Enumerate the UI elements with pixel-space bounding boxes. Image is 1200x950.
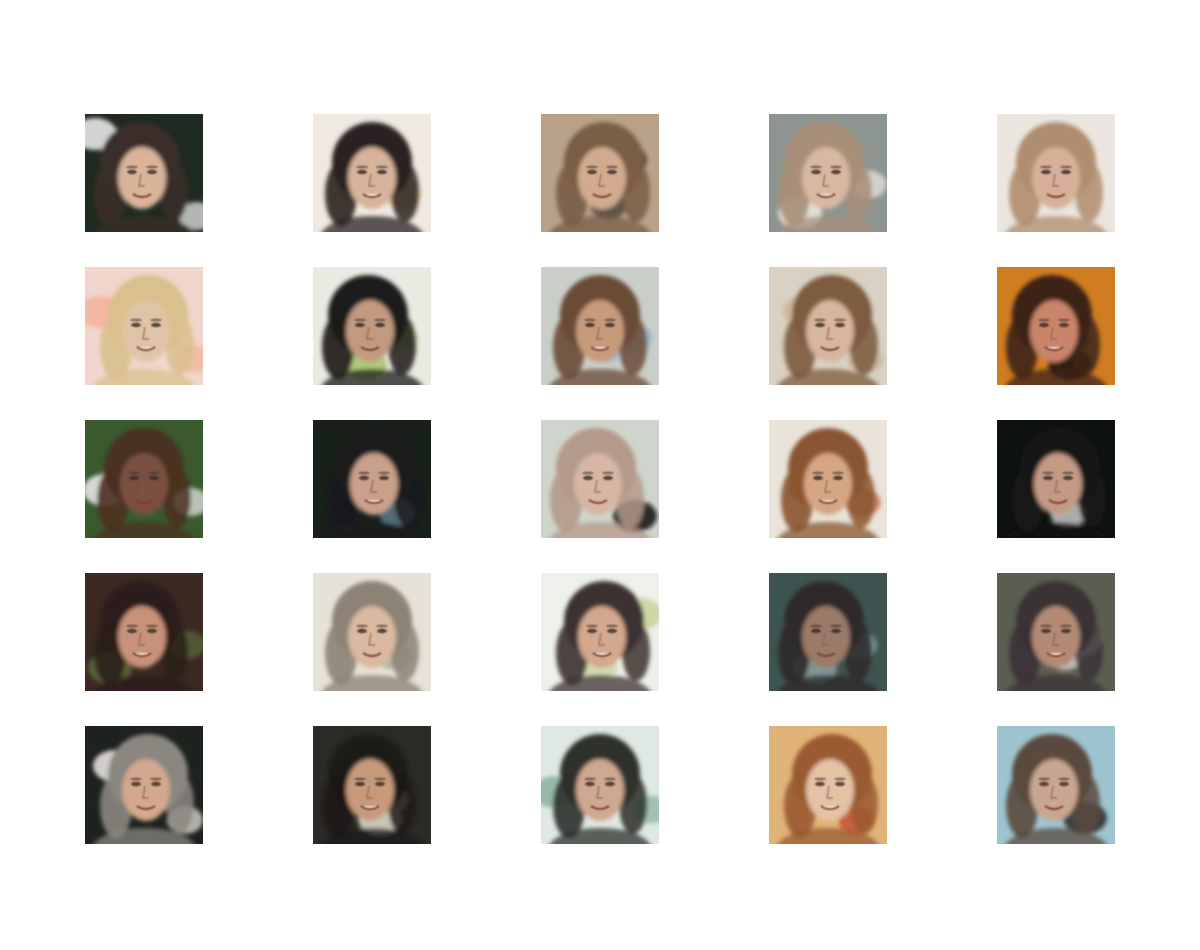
face-image [313, 267, 431, 385]
face-features [130, 318, 162, 352]
face-image [997, 267, 1115, 385]
face-tile-r5-c3 [541, 726, 659, 844]
face-image-grid [85, 114, 1115, 844]
face-tile-r4-c2 [313, 573, 431, 691]
face-image [313, 420, 431, 538]
face-image [85, 726, 203, 844]
face-image [541, 114, 659, 232]
face-features [584, 777, 616, 811]
face-features [1038, 318, 1070, 352]
face-tile-r1-c3 [541, 114, 659, 232]
face-features [586, 624, 618, 658]
face-tile-r3-c4 [769, 420, 887, 538]
face-tile-r1-c1 [85, 114, 203, 232]
face-features [128, 471, 160, 505]
face-tile-r2-c3 [541, 267, 659, 385]
face-features [1040, 624, 1072, 658]
face-tile-r3-c5 [997, 420, 1115, 538]
face-tile-r3-c1 [85, 420, 203, 538]
face-image [85, 267, 203, 385]
face-image [997, 420, 1115, 538]
face-image [313, 726, 431, 844]
face-features [810, 165, 842, 199]
face-features [812, 471, 844, 505]
face-image [769, 114, 887, 232]
face-features [1042, 471, 1074, 505]
face-image [997, 726, 1115, 844]
face-tile-r1-c4 [769, 114, 887, 232]
face-features [584, 318, 616, 352]
face-image [769, 267, 887, 385]
face-features [582, 471, 614, 505]
face-image [541, 726, 659, 844]
face-features [126, 165, 158, 199]
face-tile-r2-c4 [769, 267, 887, 385]
face-image [313, 573, 431, 691]
face-features [354, 318, 386, 352]
face-features [126, 624, 158, 658]
face-tile-r1-c5 [997, 114, 1115, 232]
face-features [1038, 777, 1070, 811]
face-tile-r3-c3 [541, 420, 659, 538]
face-tile-r1-c2 [313, 114, 431, 232]
face-image [997, 114, 1115, 232]
face-tile-r4-c5 [997, 573, 1115, 691]
face-tile-r3-c2 [313, 420, 431, 538]
face-tile-r4-c3 [541, 573, 659, 691]
face-image [769, 420, 887, 538]
face-image [313, 114, 431, 232]
face-features [810, 624, 842, 658]
face-image [85, 573, 203, 691]
face-tile-r2-c5 [997, 267, 1115, 385]
face-image [769, 726, 887, 844]
face-image [541, 573, 659, 691]
face-tile-r2-c2 [313, 267, 431, 385]
face-image [541, 420, 659, 538]
face-features [354, 777, 386, 811]
face-features [814, 777, 846, 811]
face-features [586, 165, 618, 199]
face-tile-r4-c4 [769, 573, 887, 691]
face-image [997, 573, 1115, 691]
face-tile-r5-c4 [769, 726, 887, 844]
face-tile-r2-c1 [85, 267, 203, 385]
face-tile-r5-c5 [997, 726, 1115, 844]
face-features [814, 318, 846, 352]
face-tile-r4-c1 [85, 573, 203, 691]
face-tile-r5-c1 [85, 726, 203, 844]
face-features [356, 624, 388, 658]
face-tile-r5-c2 [313, 726, 431, 844]
face-image [541, 267, 659, 385]
face-features [1040, 165, 1072, 199]
face-features [358, 471, 390, 505]
face-image [769, 573, 887, 691]
face-features [356, 165, 388, 199]
face-image [85, 114, 203, 232]
face-image [85, 420, 203, 538]
face-features [130, 777, 162, 811]
